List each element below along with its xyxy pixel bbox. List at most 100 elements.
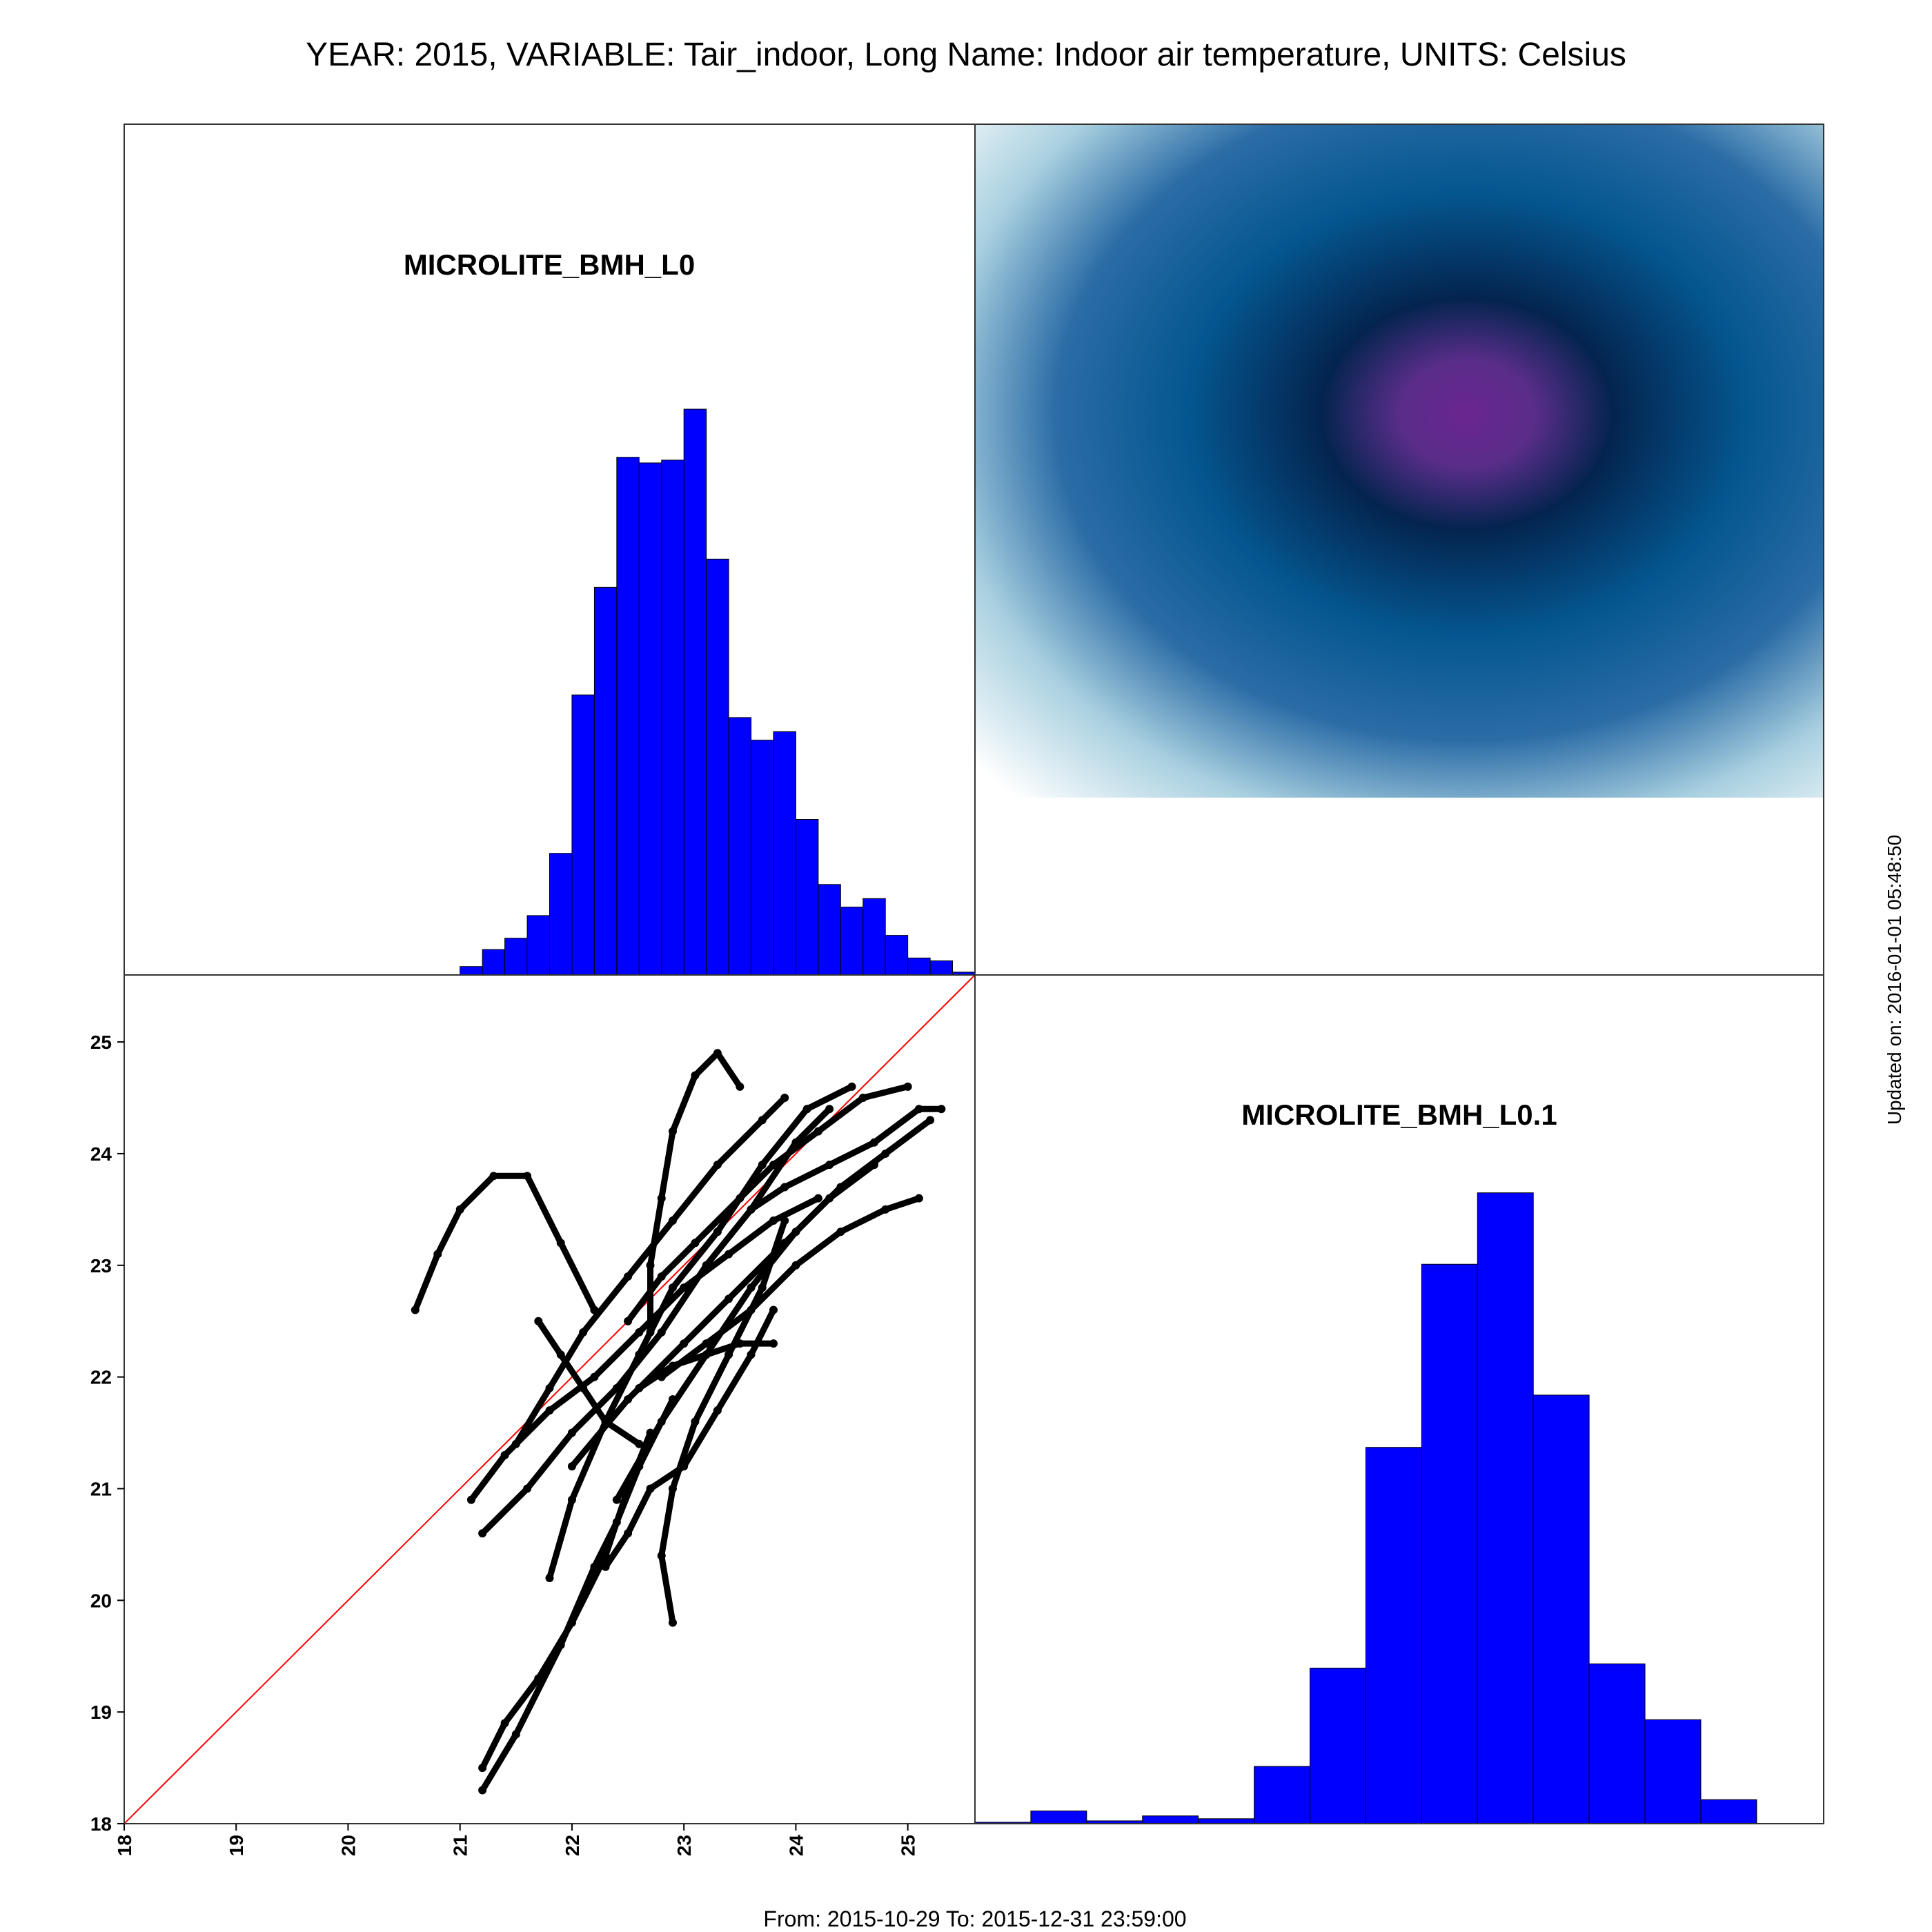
histogram-bar (1700, 1799, 1757, 1824)
scatter-point (881, 1149, 890, 1158)
histogram-bar (571, 694, 595, 976)
panel-title-bottom-right: MICROLITE_BMH_L0.1 (1241, 1098, 1557, 1131)
histogram-bar (482, 949, 506, 976)
scatter-trace (412, 1172, 598, 1313)
histogram-bar (818, 884, 841, 976)
scatter-point (657, 1272, 666, 1281)
scatter-point (567, 1495, 576, 1504)
scatter-point (680, 1462, 689, 1471)
histogram-bar (683, 408, 707, 976)
scatter-point (579, 1383, 588, 1392)
scatter-point (747, 1350, 756, 1359)
scatter-trace (624, 1083, 911, 1325)
x-tick-label: 21 (450, 1835, 471, 1856)
scatter-point (523, 1484, 532, 1493)
scatter-point (624, 1317, 633, 1325)
scatter-point (680, 1339, 689, 1348)
scatter-point (814, 1127, 822, 1136)
scatter-point (802, 1105, 811, 1114)
scatter-point (556, 1641, 565, 1650)
scatter-point (668, 1361, 677, 1370)
scatter-point (511, 1439, 520, 1448)
scatter-point (780, 1216, 789, 1225)
scatter-point (478, 1529, 487, 1538)
scatter-point (736, 1339, 745, 1348)
scatter-point (624, 1395, 633, 1403)
scatter-point (668, 1283, 677, 1292)
scatter-point (869, 1161, 878, 1170)
scatter-point (680, 1283, 689, 1292)
scatter-point (769, 1339, 778, 1348)
y-tick-label: 20 (90, 1590, 112, 1611)
scatter-point (657, 1551, 666, 1560)
scatter-point (545, 1383, 554, 1392)
histogram-bar (504, 938, 528, 976)
scatter-point (747, 1283, 756, 1292)
histogram-bar (638, 462, 662, 976)
scatter-point (713, 1228, 722, 1236)
scatter-point (937, 1105, 946, 1114)
histogram-bar (1198, 1818, 1255, 1824)
scatter-point (668, 1216, 677, 1225)
x-tick-label: 20 (337, 1835, 359, 1856)
scatter-point (713, 1406, 722, 1415)
histogram-bar (706, 558, 729, 976)
scatter-point (646, 1484, 655, 1493)
histogram-bar (1310, 1668, 1366, 1824)
scatter-point (825, 1105, 834, 1114)
scatter-point (825, 1161, 834, 1170)
histogram-bar (907, 957, 931, 976)
histogram-bar (1644, 1719, 1702, 1824)
y-tick-label: 21 (90, 1478, 112, 1499)
scatter-point (567, 1462, 576, 1471)
x-tick-label: 25 (898, 1835, 919, 1856)
histogram-bar (929, 960, 954, 976)
histogram-bar (795, 819, 819, 976)
scatter-point (914, 1194, 923, 1203)
scatter-point (433, 1250, 442, 1259)
scatter-point (691, 1417, 700, 1426)
y-tick-label: 23 (90, 1255, 112, 1276)
scatter-point (691, 1071, 700, 1080)
x-tick-label: 22 (562, 1835, 583, 1856)
scatter-point (534, 1317, 543, 1325)
scatter-point (657, 1328, 666, 1337)
scatter-point (478, 1786, 487, 1795)
scatter-point (668, 1127, 677, 1136)
scatter-point (635, 1439, 644, 1448)
scatter-point (747, 1205, 756, 1214)
y-tick-label: 19 (90, 1702, 112, 1723)
scatter-point (500, 1719, 509, 1728)
histogram-top-left-panel: MICROLITE_BMH_L0 (404, 248, 976, 976)
histogram-bar (885, 935, 909, 976)
scatter-point (702, 1339, 711, 1348)
scatter-point (612, 1383, 621, 1392)
histogram-bar (1588, 1663, 1646, 1824)
histogram-bottom-right-panel: MICROLITE_BMH_L0.1 (974, 1098, 1757, 1824)
scatter-point (758, 1283, 767, 1292)
scatter-point (556, 1239, 565, 1248)
updated-text: Updated on: 2016-01-01 05:48:50 (1884, 835, 1905, 1125)
panel-title-top-left: MICROLITE_BMH_L0 (404, 248, 695, 281)
footer-text: From: 2015-10-29 To: 2015-12-31 23:59:00 (763, 1906, 1186, 1931)
scatter-point (657, 1417, 666, 1426)
histogram-bar (751, 740, 774, 976)
scatter-point (914, 1105, 923, 1114)
scatter-point (668, 1618, 677, 1627)
scatter-point (601, 1562, 610, 1571)
scatter-point (624, 1272, 633, 1281)
scatter-point (847, 1082, 856, 1091)
scatter-point (646, 1261, 655, 1270)
scatter-point (769, 1305, 778, 1314)
y-tick-label: 25 (90, 1032, 112, 1053)
scatter-point (489, 1172, 498, 1181)
scatter-point (523, 1172, 532, 1181)
scatter-point (478, 1764, 487, 1773)
scatter-point (590, 1372, 599, 1381)
scatter-point (691, 1239, 700, 1248)
scatter-point (657, 1194, 666, 1203)
scatter-point (825, 1194, 834, 1203)
scatter-point (466, 1495, 475, 1504)
scatter-point (780, 1239, 789, 1248)
x-tick-label: 18 (114, 1835, 135, 1856)
